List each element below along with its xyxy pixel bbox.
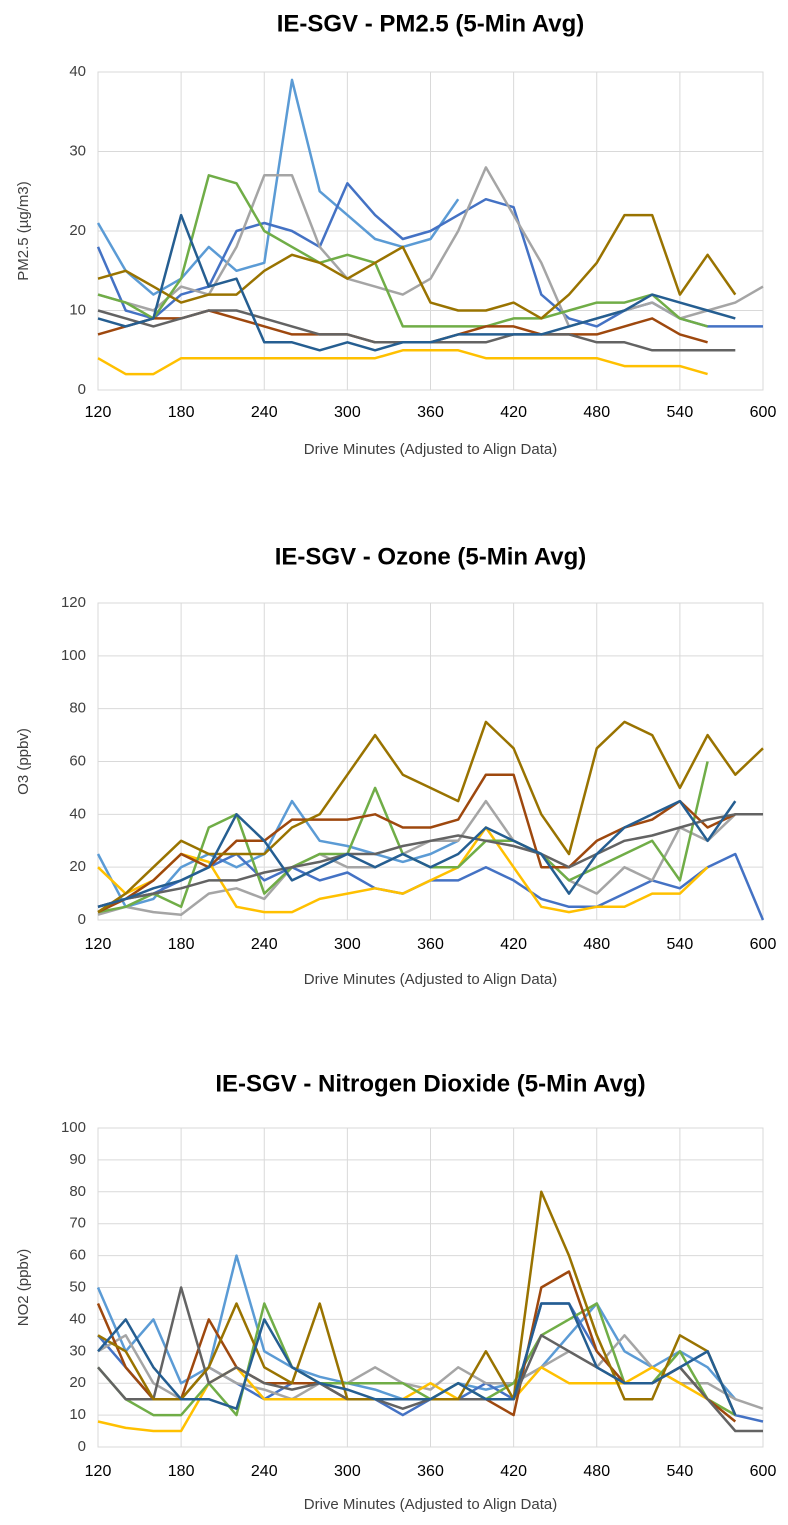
series-line [97, 1190, 737, 1416]
y-tick-label: 80 [69, 1183, 86, 1200]
x-tick-label: 180 [168, 1463, 195, 1480]
chart: IE-SGV - Ozone (5-Min Avg) 0 20 40 60 80 100 12… [15, 543, 776, 988]
y-tick-label: 60 [69, 752, 86, 769]
x-tick-label: 600 [750, 1463, 777, 1480]
x-tick-label: 420 [500, 936, 527, 953]
series-line [96, 78, 460, 296]
x-tick-label: 480 [583, 936, 610, 953]
y-axis-label: PM2.5 (µg/m3) [15, 181, 32, 281]
y-tick-label: 70 [69, 1215, 86, 1232]
series-line [97, 1302, 737, 1416]
y-tick-label: 30 [69, 1342, 86, 1359]
chart-title: IE-SGV - PM2.5 (5-Min Avg) [277, 10, 585, 37]
chart-title: IE-SGV - Ozone (5-Min Avg) [275, 543, 587, 570]
y-tick-label: 40 [69, 1310, 86, 1327]
y-axis-label: NO2 (ppbv) [15, 1249, 32, 1327]
series-line [97, 720, 764, 914]
x-tick-label: 240 [251, 1463, 278, 1480]
x-tick-label: 120 [85, 404, 112, 421]
x-tick-label: 420 [500, 1463, 527, 1480]
y-tick-label: 20 [69, 1374, 86, 1391]
x-tick-label: 420 [500, 404, 527, 421]
y-tick-label: 40 [69, 805, 86, 822]
series-line [97, 349, 708, 376]
x-tick-label: 360 [417, 1463, 444, 1480]
y-tick-label: 20 [69, 858, 86, 875]
chart: IE-SGV - Nitrogen Dioxide (5-Min Avg) 0 10… [15, 1070, 776, 1513]
x-tick-label: 240 [251, 404, 278, 421]
x-tick-label: 360 [417, 404, 444, 421]
y-tick-label: 20 [69, 222, 86, 239]
series-line [97, 213, 737, 320]
x-tick-label: 300 [334, 936, 361, 953]
y-tick-label: 80 [69, 700, 86, 717]
series-line [97, 213, 736, 352]
y-axis-label: O3 (ppbv) [15, 728, 32, 795]
x-axis-label: Drive Minutes (Adjusted to Align Data) [304, 441, 557, 458]
x-tick-label: 540 [667, 936, 694, 953]
series-line [97, 813, 763, 909]
x-tick-label: 480 [583, 404, 610, 421]
x-tick-label: 480 [583, 1463, 610, 1480]
series-line [97, 174, 708, 328]
y-tick-label: 100 [61, 647, 86, 664]
y-tick-label: 40 [69, 63, 86, 80]
series-line [97, 826, 709, 914]
y-tick-label: 0 [78, 381, 86, 398]
x-tick-label: 120 [85, 936, 112, 953]
y-tick-label: 60 [69, 1247, 86, 1264]
x-tick-label: 180 [168, 936, 195, 953]
y-tick-label: 10 [69, 301, 86, 318]
y-tick-label: 0 [78, 1438, 86, 1455]
x-tick-label: 360 [417, 936, 444, 953]
x-axis-label: Drive Minutes (Adjusted to Align Data) [304, 1496, 557, 1513]
x-tick-label: 180 [168, 404, 195, 421]
y-tick-label: 30 [69, 142, 86, 159]
y-tick-label: 120 [61, 594, 86, 611]
y-tick-label: 100 [61, 1119, 86, 1136]
x-tick-label: 600 [750, 936, 777, 953]
x-axis-label: Drive Minutes (Adjusted to Align Data) [304, 971, 557, 988]
series-line [97, 309, 736, 352]
x-tick-label: 540 [667, 1463, 694, 1480]
x-tick-label: 120 [85, 1463, 112, 1480]
x-tick-label: 240 [251, 936, 278, 953]
series-line [97, 799, 737, 909]
y-tick-label: 50 [69, 1278, 86, 1295]
y-tick-label: 90 [69, 1151, 86, 1168]
chart-title: IE-SGV - Nitrogen Dioxide (5-Min Avg) [215, 1070, 645, 1097]
y-tick-label: 0 [78, 911, 86, 928]
x-tick-label: 300 [334, 404, 361, 421]
x-tick-label: 600 [750, 404, 777, 421]
chart: IE-SGV - PM2.5 (5-Min Avg) 0 10 20 30 40 120 18… [15, 10, 776, 458]
x-tick-label: 540 [667, 404, 694, 421]
x-tick-label: 300 [334, 1463, 361, 1480]
y-tick-label: 10 [69, 1406, 86, 1423]
